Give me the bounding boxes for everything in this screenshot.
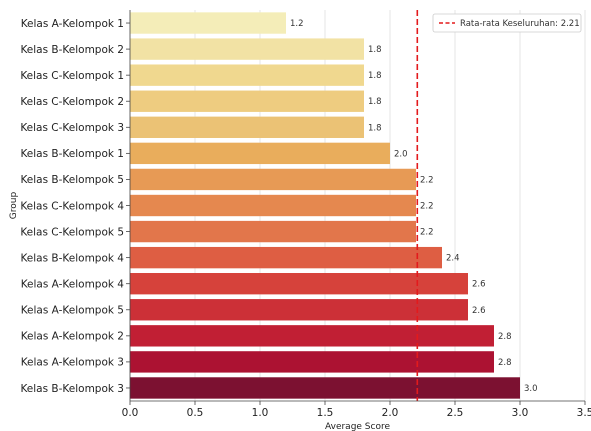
data-labels: 1.2 1.8 1.8 1.8 1.8 2.0 2.2 2.2 2.2 2.4 2.6 2.6 2.8 2… bbox=[290, 19, 538, 394]
x-tick-label: 2.5 bbox=[447, 407, 464, 419]
x-tick-label: 2.0 bbox=[382, 407, 399, 419]
y-tick-label: Kelas A-Kelompok 4 bbox=[21, 279, 125, 291]
bars bbox=[130, 12, 520, 399]
bar bbox=[130, 325, 494, 347]
legend: Rata-rata Keseluruhan: 2.21 bbox=[432, 13, 582, 33]
bar bbox=[130, 116, 364, 138]
x-tick-label: 3.5 bbox=[577, 407, 591, 419]
bar bbox=[130, 194, 416, 217]
data-label: 2.4 bbox=[446, 254, 460, 264]
data-label: 1.2 bbox=[290, 19, 304, 29]
data-label: 2.2 bbox=[420, 202, 434, 212]
bar bbox=[130, 38, 364, 60]
y-tick-label: Kelas C-Kelompok 2 bbox=[20, 96, 124, 108]
x-axis-title: Average Score bbox=[325, 422, 390, 431]
x-tick-label: 3.0 bbox=[512, 407, 529, 419]
bar bbox=[130, 90, 364, 112]
data-label: 2.8 bbox=[498, 332, 512, 342]
y-tick-label: Kelas A-Kelompok 1 bbox=[21, 18, 124, 30]
x-tick-label: 1.5 bbox=[317, 407, 334, 419]
data-label: 2.6 bbox=[472, 280, 486, 290]
legend-label: Rata-rata Keseluruhan: 2.21 bbox=[460, 19, 580, 29]
x-tick-label: 0.0 bbox=[122, 407, 139, 419]
y-tick-label: Kelas B-Kelompok 3 bbox=[20, 383, 124, 395]
bar bbox=[130, 246, 442, 269]
bar bbox=[130, 64, 364, 86]
data-label: 2.8 bbox=[498, 358, 512, 368]
bar bbox=[130, 142, 390, 165]
data-label: 1.8 bbox=[368, 45, 382, 55]
legend-box bbox=[432, 13, 582, 33]
y-tick-label: Kelas C-Kelompok 5 bbox=[20, 226, 124, 238]
bar bbox=[130, 377, 520, 399]
bar bbox=[130, 273, 468, 295]
bar bbox=[130, 12, 286, 34]
y-tick-label: Kelas B-Kelompok 1 bbox=[20, 148, 124, 160]
data-label: 3.0 bbox=[524, 384, 538, 394]
data-label: 2.2 bbox=[420, 228, 434, 238]
y-tick-label: Kelas C-Kelompok 4 bbox=[20, 200, 124, 212]
bar bbox=[130, 351, 494, 373]
data-label: 2.2 bbox=[420, 175, 434, 185]
axes: 0.0 0.5 1.0 1.5 2.0 2.5 3.0 3.5 Kelas A-Kelompok… bbox=[20, 10, 591, 419]
bar bbox=[130, 299, 468, 321]
bar bbox=[130, 168, 416, 191]
y-tick-label: Kelas B-Kelompok 4 bbox=[20, 252, 124, 264]
y-axis-title: Group bbox=[9, 192, 19, 220]
data-label: 2.6 bbox=[472, 306, 486, 316]
bar bbox=[130, 220, 416, 243]
y-tick-label: Kelas C-Kelompok 1 bbox=[20, 70, 124, 82]
y-tick-label: Kelas A-Kelompok 5 bbox=[21, 305, 124, 317]
x-tick-label: 1.0 bbox=[252, 407, 269, 419]
y-tick-label: Kelas A-Kelompok 2 bbox=[21, 331, 124, 343]
data-label: 1.8 bbox=[368, 97, 382, 107]
data-label: 1.8 bbox=[368, 123, 382, 133]
y-tick-label: Kelas B-Kelompok 2 bbox=[20, 44, 124, 56]
y-tick-label: Kelas A-Kelompok 3 bbox=[21, 357, 124, 369]
y-tick-label: Kelas B-Kelompok 5 bbox=[20, 174, 124, 186]
data-label: 2.0 bbox=[394, 149, 408, 159]
y-tick-label: Kelas C-Kelompok 3 bbox=[20, 122, 124, 134]
data-label: 1.8 bbox=[368, 71, 382, 81]
x-tick-label: 0.5 bbox=[187, 407, 204, 419]
